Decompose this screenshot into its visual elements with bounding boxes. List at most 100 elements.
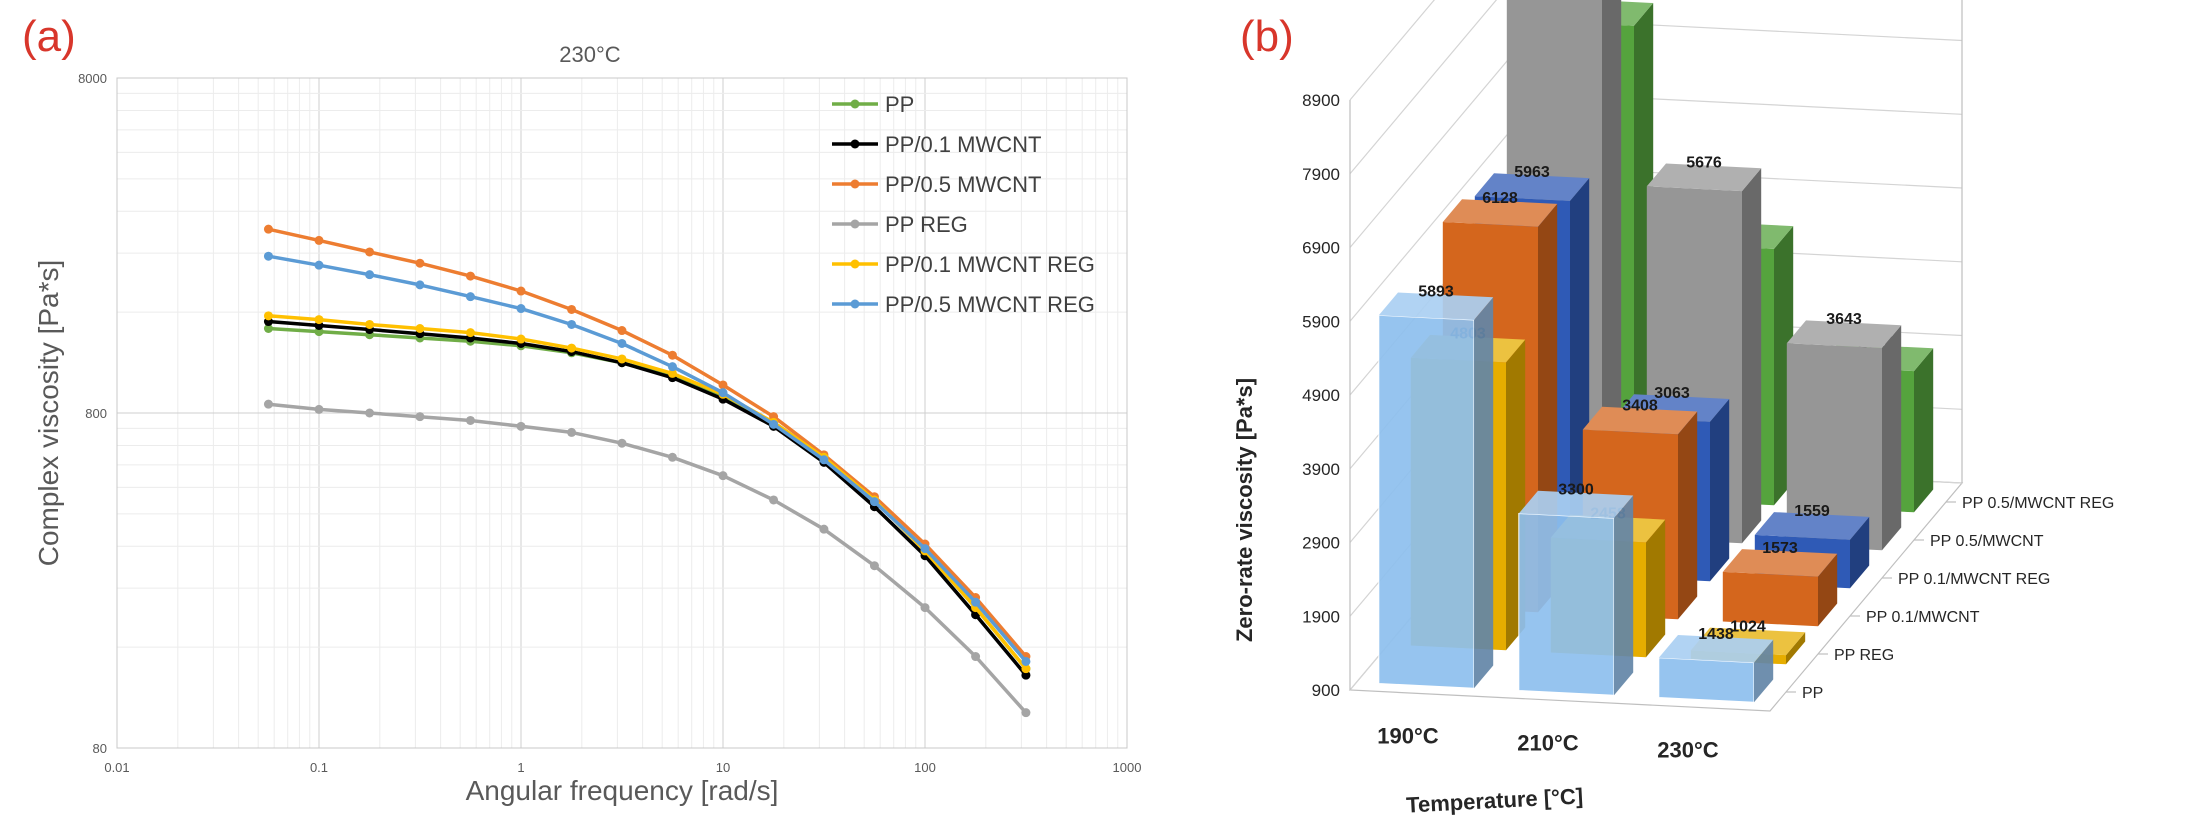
series-line-5	[268, 254, 1028, 663]
data-point	[567, 304, 577, 314]
data-point	[516, 421, 526, 431]
data-point	[1021, 670, 1031, 680]
series-depth-label: PP 0.1/MWCNT	[1866, 609, 1980, 626]
y-tick-label: 1900	[1302, 607, 1340, 626]
bar-value-label: 1573	[1762, 540, 1798, 557]
x-tick-label: 100	[914, 760, 936, 775]
data-point	[769, 419, 779, 429]
bar-front-face	[1786, 343, 1882, 551]
x-tick-label: 1000	[1113, 760, 1142, 775]
bar-side-face	[1678, 411, 1698, 620]
bar-top-face	[1518, 490, 1634, 519]
bar-side-face	[1710, 399, 1730, 582]
bar-side-face	[1914, 348, 1934, 513]
data-point	[415, 280, 425, 290]
line-chart-plot-border	[116, 77, 1128, 749]
bar-side-face	[1754, 639, 1774, 703]
data-point	[365, 319, 375, 329]
series-depth-label: PP REG	[1834, 647, 1894, 664]
bar-top-face	[1754, 512, 1870, 540]
line-chart-y-axis-label: Complex viscosity [Pa*s]	[33, 260, 64, 567]
bar-4-2: 3643	[1786, 311, 1902, 551]
data-point	[718, 471, 728, 481]
bar-top-face	[1442, 199, 1558, 227]
x-tick-label: 10	[716, 760, 730, 775]
bar-front-face	[1378, 314, 1475, 689]
bar-top-face	[1786, 320, 1902, 348]
y-tick-label: 5900	[1302, 312, 1340, 331]
data-point	[971, 652, 981, 662]
data-point	[365, 408, 375, 418]
bar-front-face	[1518, 512, 1615, 696]
bar-top-face	[1582, 406, 1698, 435]
bar-side-face	[1474, 297, 1494, 689]
data-point	[567, 427, 577, 437]
legend-label: PP/0.1 MWCNT	[885, 132, 1041, 157]
bar-chart-y-axis-label: Zero-rate viscosity [Pa*s]	[1232, 378, 1257, 642]
y-tick-label: 3900	[1302, 460, 1340, 479]
data-point	[1021, 664, 1031, 674]
y-tick-label: 4900	[1302, 386, 1340, 405]
data-point	[263, 224, 273, 234]
data-point	[314, 315, 324, 325]
data-point	[819, 524, 829, 534]
data-point	[718, 380, 728, 390]
legend-marker	[850, 99, 860, 109]
data-point	[869, 561, 879, 571]
data-point	[415, 412, 425, 422]
series-line-3	[268, 402, 1028, 714]
category-label: 190°C	[1377, 724, 1439, 749]
data-point	[567, 343, 577, 353]
data-point	[920, 544, 930, 554]
data-point	[920, 603, 930, 613]
data-point	[1021, 708, 1031, 718]
series-depth-label: PP 0.1/MWCNT REG	[1898, 571, 2050, 588]
bar-top-face	[1378, 292, 1494, 320]
series-line-1	[268, 319, 1028, 677]
data-point	[465, 292, 475, 302]
data-point	[971, 597, 981, 607]
data-point	[667, 362, 677, 372]
bar-chart-bars: 7306437628148621567636435963306315596128…	[1378, 0, 1934, 703]
bar-value-label: 1024	[1730, 618, 1766, 635]
y-tick-label: 8000	[78, 71, 107, 86]
line-chart-tick-labels: 0.01 0.1 1 10 100 1000 80 800 8000	[78, 71, 1141, 775]
bar-chart-tick-labels: 900 1900 2900 3900 4900 5900 6900 7900 8900	[1302, 91, 1340, 700]
data-point	[617, 354, 627, 364]
data-point	[617, 326, 627, 336]
data-point	[263, 399, 273, 409]
x-tick-label: 0.01	[104, 760, 129, 775]
data-point	[667, 452, 677, 462]
data-point	[465, 271, 475, 281]
line-chart-legend: PP PP/0.1 MWCNT PP/0.5 MWCNT PP REG PP/0.1 M…	[832, 92, 1095, 317]
bar-0-0: 5893	[1378, 283, 1494, 689]
bar-2-2: 1573	[1722, 540, 1838, 627]
line-chart-x-axis-label: Angular frequency [rad/s]	[466, 775, 779, 806]
series-depth-label: PP 0.5/MWCNT	[1930, 533, 2044, 550]
bar-value-label: 3643	[1826, 311, 1862, 328]
data-point	[365, 270, 375, 280]
legend-marker	[850, 179, 860, 189]
data-point	[263, 311, 273, 321]
data-point	[365, 247, 375, 257]
bar-side-face	[1614, 495, 1634, 696]
bar-top-face	[1646, 163, 1762, 192]
category-label: 230°C	[1657, 738, 1719, 763]
panel-label-b: (b)	[1240, 12, 1294, 61]
legend-label: PP/0.5 MWCNT	[885, 172, 1041, 197]
bar-0-2: 1438	[1658, 626, 1774, 703]
data-point	[718, 388, 728, 398]
bar-top-face	[1658, 635, 1774, 663]
bar-value-label: 3063	[1654, 385, 1690, 402]
bar-front-face	[1722, 571, 1818, 627]
y-tick-label: 80	[93, 741, 107, 756]
bar-top-face	[1722, 549, 1838, 577]
data-point	[314, 404, 324, 414]
series-depth-label: PP	[1802, 685, 1823, 702]
y-gridline	[1349, 0, 1498, 175]
panel-label-a: (a)	[22, 12, 76, 61]
bar-value-label: 1559	[1794, 503, 1830, 520]
bar-top-face	[1474, 173, 1590, 201]
legend-label: PP/0.1 MWCNT REG	[885, 252, 1095, 277]
